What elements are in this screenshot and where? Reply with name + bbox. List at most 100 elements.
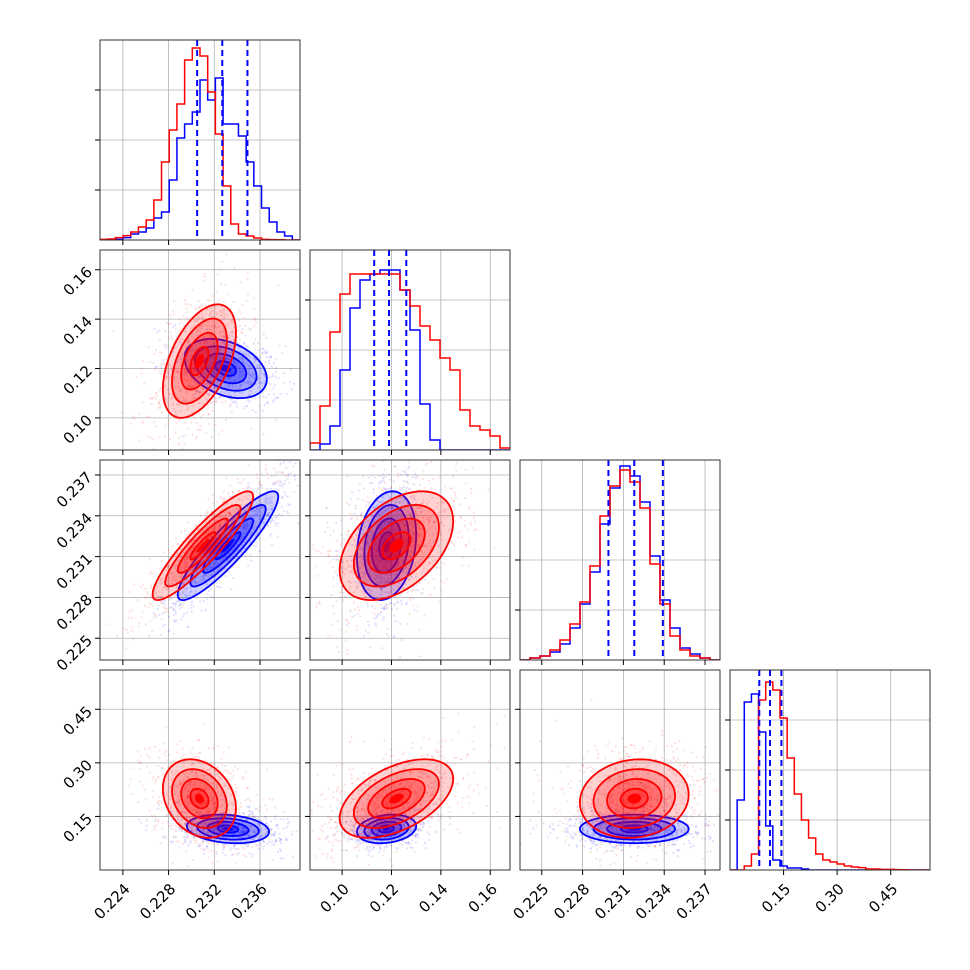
scatter-point [264, 501, 268, 504]
scatter-point [391, 530, 394, 533]
scatter-point [412, 525, 415, 528]
scatter-point [166, 565, 169, 568]
scatter-point [399, 656, 402, 659]
scatter-point [206, 342, 209, 345]
scatter-point [472, 467, 475, 470]
scatter-point [214, 525, 217, 528]
scatter-point [349, 610, 352, 613]
scatter-point [405, 570, 408, 573]
scatter-point [218, 331, 221, 334]
scatter-point [176, 371, 180, 375]
scatter-point [196, 347, 199, 350]
scatter-point [201, 413, 205, 417]
scatter-point [180, 341, 183, 345]
scatter-point [212, 372, 215, 376]
scatter-point [245, 551, 248, 554]
scatter-point [210, 379, 213, 383]
scatter-point [173, 378, 176, 381]
scatter-point [193, 396, 196, 399]
scatter-point [397, 577, 400, 581]
scatter-point [417, 526, 421, 530]
scatter-point [222, 557, 225, 560]
scatter-point [178, 569, 181, 572]
scatter-point [130, 617, 134, 620]
scatter-point [253, 509, 257, 513]
scatter-point [221, 508, 224, 511]
scatter-point [192, 546, 195, 550]
scatter-point [296, 484, 299, 487]
scatter-point [398, 576, 401, 579]
scatter-point [254, 352, 258, 355]
scatter-point [305, 442, 307, 444]
scatter-point [219, 314, 222, 317]
scatter-point [422, 545, 425, 548]
scatter-point [186, 563, 189, 567]
scatter-point [375, 550, 378, 553]
scatter-point [186, 404, 189, 407]
scatter-point [393, 604, 396, 607]
scatter-point [398, 489, 401, 492]
scatter-point [403, 498, 406, 501]
scatter-point [259, 381, 262, 384]
scatter-point [218, 363, 221, 366]
scatter-point [294, 629, 296, 631]
scatter-point [357, 497, 360, 500]
scatter-point [204, 512, 207, 515]
scatter-point [242, 522, 245, 525]
scatter-point [254, 348, 257, 351]
scatter-point [441, 539, 445, 542]
scatter-point [401, 500, 404, 503]
scatter-point [273, 481, 276, 484]
scatter-point [278, 455, 280, 457]
scatter-point [345, 593, 348, 596]
scatter-point [206, 330, 209, 333]
scatter-point [177, 370, 180, 373]
scatter-point [401, 496, 404, 499]
scatter-point [268, 502, 272, 505]
scatter-point [391, 527, 394, 530]
scatter-point [165, 375, 168, 378]
scatter-point [351, 616, 354, 619]
scatter-point [386, 627, 389, 630]
scatter-point [232, 338, 235, 341]
scatter-point [399, 497, 402, 500]
scatter-point [146, 592, 149, 596]
scatter-point [348, 533, 351, 536]
scatter-point [261, 820, 264, 823]
scatter-point [170, 606, 173, 609]
scatter-point [262, 839, 265, 843]
scatter-point [181, 562, 184, 565]
scatter-point [266, 351, 269, 354]
scatter-point [253, 325, 256, 328]
scatter-point [253, 307, 256, 310]
scatter-point [216, 290, 219, 293]
scatter-point [274, 419, 277, 422]
scatter-point [382, 487, 385, 490]
scatter-point [476, 457, 478, 459]
scatter-point [389, 539, 392, 542]
contour-red-1.5 [352, 503, 440, 588]
scatter-point [212, 327, 215, 330]
contour-blue-2 [355, 490, 418, 602]
scatter-point [418, 506, 421, 509]
scatter-point [373, 577, 376, 580]
scatter-point [179, 327, 182, 330]
scatter-point [360, 561, 363, 564]
scatter-point [373, 549, 376, 552]
scatter-point [394, 500, 397, 503]
scatter-point [270, 508, 273, 511]
scatter-point [394, 502, 397, 505]
scatter-point [268, 840, 271, 844]
scatter-point [419, 511, 422, 514]
scatter-point [349, 498, 352, 501]
scatter-point [388, 495, 391, 498]
scatter-point [146, 590, 149, 594]
scatter-point [456, 531, 459, 534]
scatter-point [219, 586, 222, 589]
scatter-point [450, 540, 453, 543]
scatter-point [216, 556, 219, 559]
scatter-point [211, 554, 214, 557]
scatter-point [383, 607, 386, 610]
scatter-point [384, 509, 387, 512]
scatter-point [427, 593, 430, 596]
